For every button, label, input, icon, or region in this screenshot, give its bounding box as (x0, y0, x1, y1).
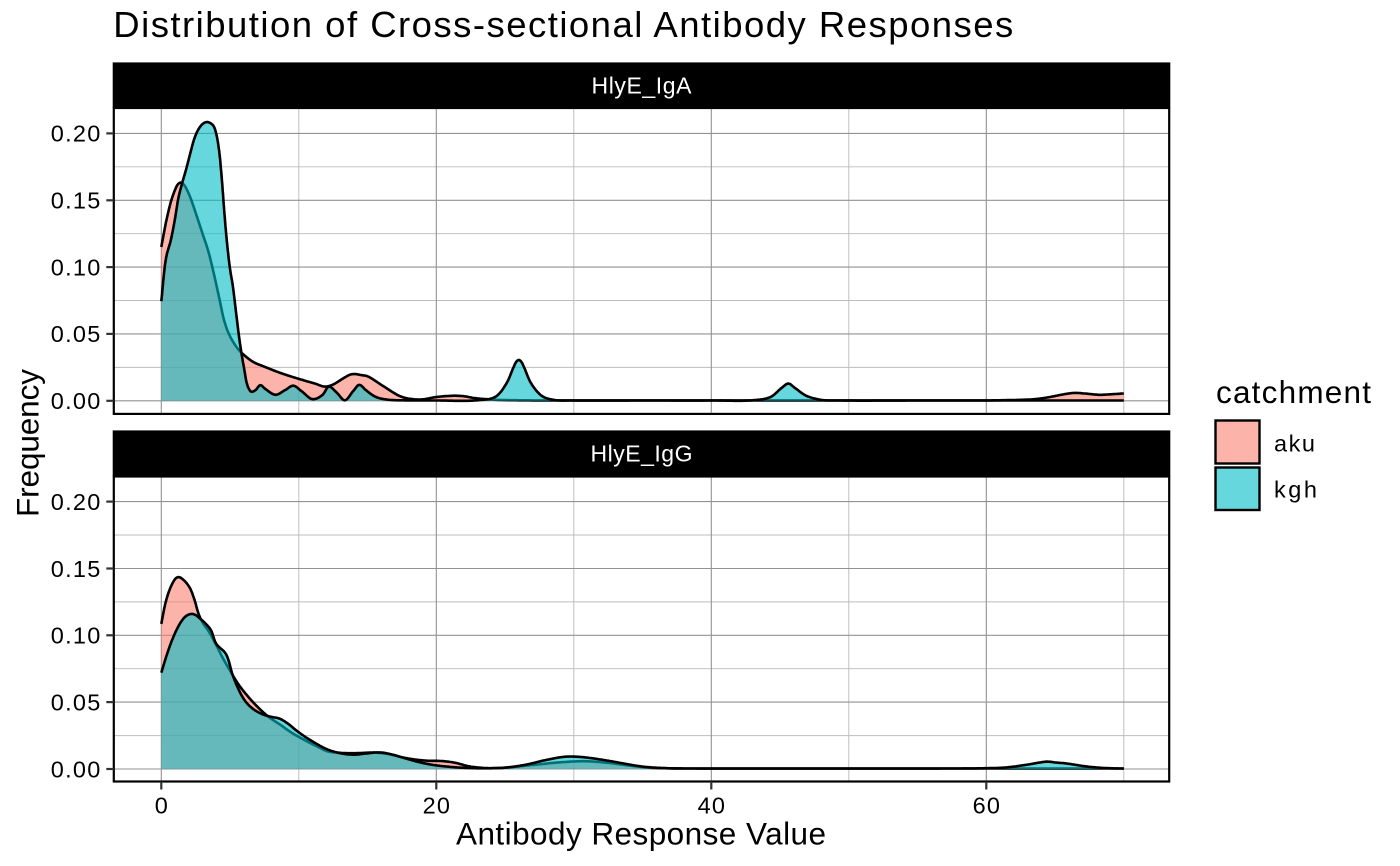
svg-text:20: 20 (423, 792, 450, 818)
svg-text:0.00: 0.00 (51, 756, 101, 782)
svg-text:0.05: 0.05 (51, 321, 101, 347)
svg-text:0.05: 0.05 (51, 689, 101, 715)
svg-text:aku: aku (1274, 431, 1315, 457)
svg-text:Antibody Response Value: Antibody Response Value (456, 816, 826, 852)
svg-text:0.00: 0.00 (51, 388, 101, 414)
svg-text:0.20: 0.20 (51, 489, 101, 515)
svg-text:HlyE_IgG: HlyE_IgG (591, 441, 693, 467)
svg-text:kgh: kgh (1274, 477, 1317, 503)
svg-text:0.10: 0.10 (51, 623, 101, 649)
svg-text:60: 60 (973, 792, 1000, 818)
svg-text:0: 0 (155, 792, 168, 818)
svg-text:0.15: 0.15 (51, 556, 101, 582)
svg-text:40: 40 (698, 792, 725, 818)
svg-text:Distribution of Cross-sectiona: Distribution of Cross-sectional Antibody… (113, 4, 1013, 45)
svg-text:HlyE_IgA: HlyE_IgA (592, 73, 693, 99)
svg-text:0.20: 0.20 (51, 121, 101, 147)
svg-text:catchment: catchment (1216, 374, 1371, 410)
svg-text:0.15: 0.15 (51, 188, 101, 214)
svg-text:0.10: 0.10 (51, 254, 101, 280)
svg-text:Frequency: Frequency (10, 369, 46, 517)
